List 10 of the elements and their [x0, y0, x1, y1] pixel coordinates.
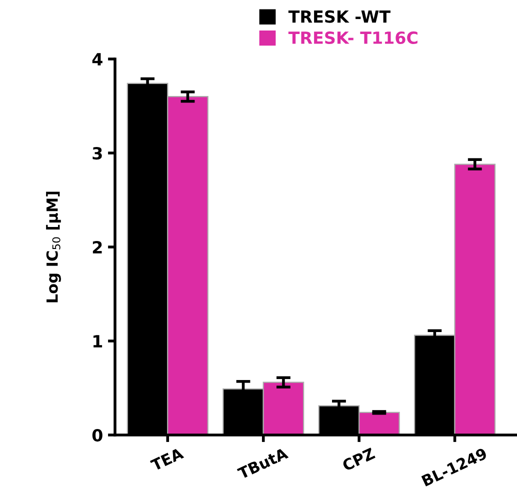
x-tick-label: TEA [150, 447, 184, 472]
y-tick-label: 0 [92, 428, 102, 442]
y-tick-label: 1 [93, 335, 102, 348]
x-tick-label: CPZ [342, 447, 376, 472]
y-tick-label: 3 [92, 146, 102, 160]
y-axis-title: Log IC$_{50}$ [µM] [46, 192, 61, 302]
y-tick-label: 2 [92, 240, 102, 254]
y-tick-label: 4 [92, 53, 102, 66]
legend-label: TRESK -WT [288, 10, 390, 23]
legend-label: TRESK- T116C [288, 31, 418, 44]
